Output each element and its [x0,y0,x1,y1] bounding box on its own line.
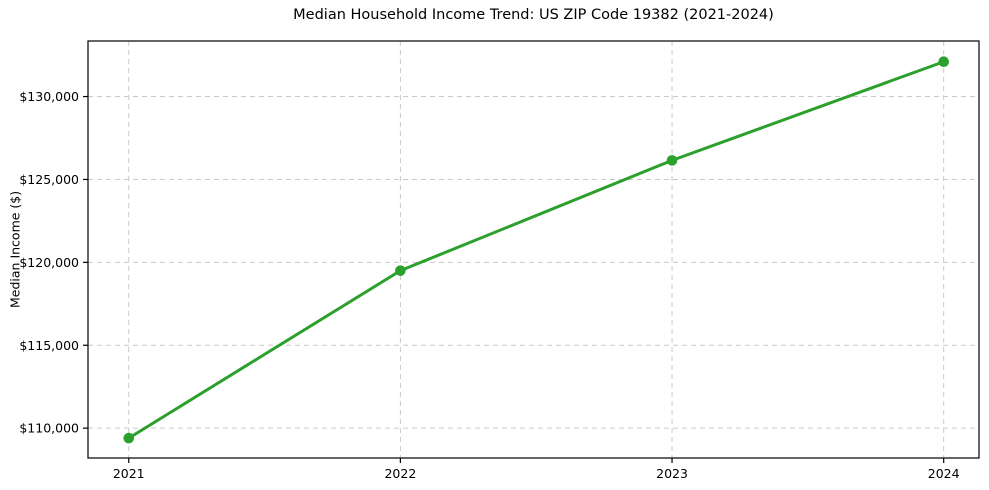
x-tick-label: 2023 [656,466,688,481]
plot-border [87,40,980,459]
x-tick-label: 2022 [384,466,416,481]
trend-line [127,60,946,440]
y-tick-label: $120,000 [19,255,79,270]
data-point-marker-2022 [395,265,406,276]
x-tick-label: 2024 [928,466,960,481]
data-point-marker-2023 [666,155,678,166]
data-point-marker-2021 [123,432,135,444]
y-tick-label: $130,000 [19,89,79,104]
chart-title: Median Household Income Trend: US ZIP Co… [293,7,774,23]
y-tick-label: $125,000 [19,172,79,187]
y-tick-label: $110,000 [19,421,79,436]
y-tick-label: $115,000 [19,338,79,353]
x-tick-label: 2021 [113,466,145,481]
data-point-marker-2024 [938,56,949,68]
